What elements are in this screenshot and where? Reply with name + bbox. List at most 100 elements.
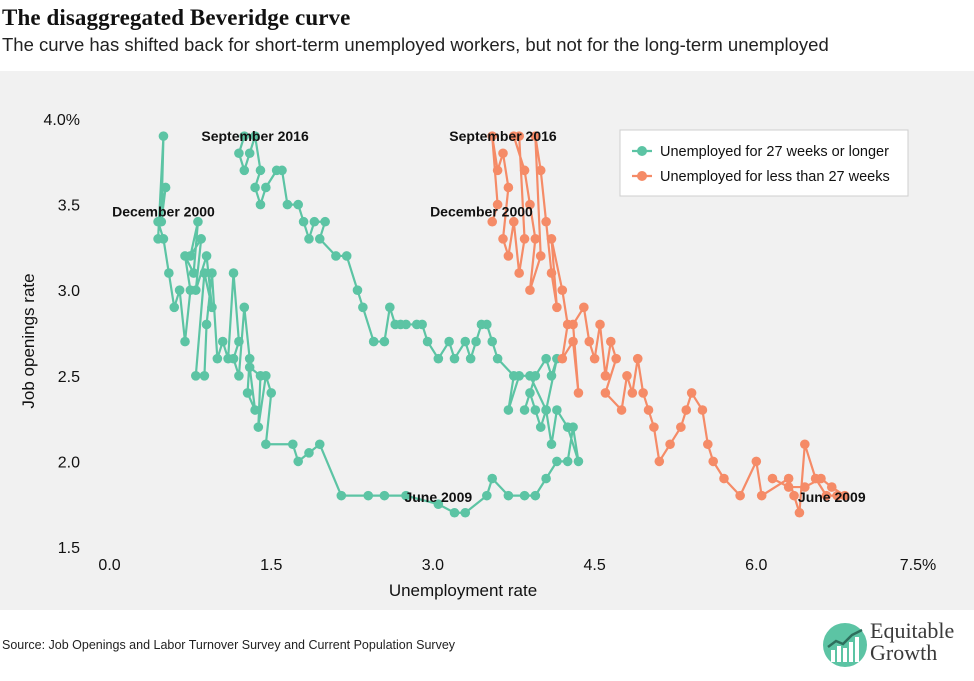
data-point (476, 319, 487, 330)
data-point (255, 199, 266, 210)
x-tick-label: 3.0 (422, 557, 444, 574)
data-point (800, 482, 810, 492)
logo-line-2: Growth (870, 640, 938, 665)
data-point (568, 336, 578, 347)
data-point (487, 216, 498, 227)
data-point (309, 216, 320, 227)
series-line-1 (156, 135, 580, 514)
data-point (433, 499, 444, 510)
data-point (336, 490, 347, 501)
data-point (595, 319, 605, 330)
data-point (239, 302, 250, 313)
data-point (433, 353, 444, 364)
data-point (498, 234, 508, 244)
data-point (541, 473, 551, 484)
data-point (708, 456, 718, 467)
data-point (600, 371, 611, 381)
logo-line-1: Equitable (870, 618, 955, 643)
data-point (508, 131, 519, 141)
data-point (719, 473, 729, 484)
data-point (298, 216, 309, 227)
data-point (783, 473, 794, 484)
data-point (600, 388, 611, 398)
data-point (552, 456, 562, 467)
x-tick-label: 0.0 (98, 557, 120, 574)
data-point (320, 216, 330, 227)
data-point (519, 165, 530, 176)
data-point (530, 405, 541, 415)
data-point (331, 251, 341, 261)
y-tick-label: 3.0 (58, 283, 80, 300)
data-point (508, 371, 519, 381)
data-point (199, 371, 210, 381)
data-point (460, 336, 471, 347)
data-point (557, 353, 568, 364)
annotation-label: June 2009 (798, 489, 866, 505)
data-point (422, 336, 433, 347)
data-point (546, 234, 557, 244)
data-point (158, 131, 169, 141)
data-point (261, 371, 271, 381)
data-point (266, 388, 277, 398)
data-point (471, 336, 481, 347)
data-point (196, 234, 206, 244)
data-point (552, 302, 562, 313)
data-point (751, 456, 762, 467)
data-point (800, 439, 810, 450)
legend-swatch-marker (637, 146, 647, 156)
source-note: Source: Job Openings and Labor Turnover … (2, 638, 456, 652)
data-point (193, 216, 203, 227)
data-point (552, 405, 562, 415)
data-point (546, 268, 557, 278)
data-point (541, 405, 551, 415)
data-point (584, 336, 595, 347)
data-point (839, 490, 850, 501)
data-point (239, 165, 250, 176)
data-point (492, 353, 503, 364)
data-point (304, 234, 314, 244)
data-point (250, 182, 260, 193)
legend-box (619, 129, 909, 197)
annotation-label: September 2016 (201, 128, 309, 144)
data-point (255, 165, 266, 176)
data-point (244, 362, 255, 373)
data-point (611, 353, 621, 364)
data-point (541, 216, 551, 227)
data-point (579, 302, 589, 313)
data-point (288, 439, 298, 450)
data-point (250, 131, 260, 141)
data-point (261, 439, 271, 450)
data-point (654, 456, 665, 467)
annotation-label: December 2000 (112, 203, 215, 219)
data-point (201, 251, 212, 261)
data-point (557, 285, 568, 295)
data-point (304, 448, 314, 458)
data-point (492, 165, 503, 176)
data-point (368, 336, 379, 347)
data-point (503, 405, 514, 415)
data-point (390, 319, 401, 330)
data-point (632, 353, 643, 364)
y-tick-label: 1.5 (58, 540, 80, 557)
data-point (816, 473, 826, 484)
data-point (492, 199, 503, 210)
data-point (444, 336, 454, 347)
data-point (293, 199, 303, 210)
data-point (239, 131, 250, 141)
data-point (649, 422, 659, 432)
data-point (676, 422, 686, 432)
y-tick-label: 4.0% (44, 112, 80, 129)
data-point (207, 302, 217, 313)
data-point (519, 405, 530, 415)
data-point (352, 285, 363, 295)
data-point (535, 422, 546, 432)
data-point (503, 182, 514, 193)
data-point (185, 251, 196, 261)
data-point (379, 336, 390, 347)
data-point (188, 268, 199, 278)
data-point (314, 234, 325, 244)
data-point (244, 148, 255, 159)
growth-chart-icon (823, 623, 867, 667)
data-point (535, 251, 546, 261)
data-point (358, 302, 368, 313)
